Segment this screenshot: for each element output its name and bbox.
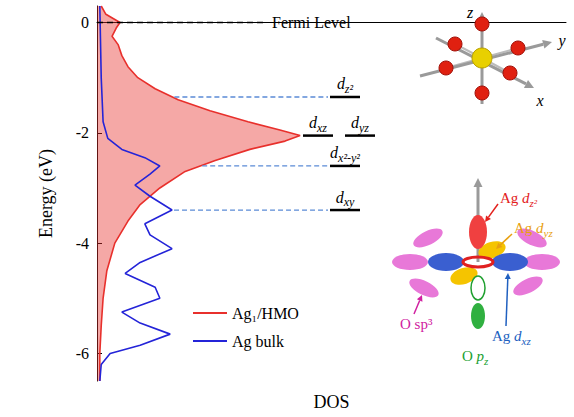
svg-text:Ag₁/HMO: Ag₁/HMO <box>232 305 299 323</box>
svg-text:Ag: Ag <box>500 190 522 206</box>
svg-text:x: x <box>535 92 543 109</box>
svg-text:yz: yz <box>358 121 369 135</box>
svg-text:Fermi Level: Fermi Level <box>272 14 351 31</box>
svg-text:xz: xz <box>316 121 327 135</box>
svg-text:0: 0 <box>81 14 89 31</box>
svg-text:O: O <box>400 316 415 332</box>
svg-text:xz: xz <box>521 335 532 347</box>
svg-text:d: d <box>330 144 339 162</box>
svg-text:z: z <box>483 355 489 367</box>
svg-text:d: d <box>522 190 530 206</box>
svg-text:xy: xy <box>343 195 355 209</box>
svg-text:z: z <box>466 4 474 21</box>
svg-text:z²: z² <box>344 82 354 96</box>
svg-text:Ag: Ag <box>514 220 536 236</box>
svg-text:-4: -4 <box>76 235 89 252</box>
svg-text:d: d <box>309 114 317 132</box>
svg-text:d: d <box>336 75 345 93</box>
svg-text:Ag bulk: Ag bulk <box>232 333 284 351</box>
svg-text:z²: z² <box>529 197 538 209</box>
svg-text:d: d <box>536 220 544 236</box>
svg-text:d: d <box>514 328 522 344</box>
svg-text:Ag: Ag <box>492 328 514 344</box>
svg-text:-6: -6 <box>76 345 89 362</box>
svg-text:sp³: sp³ <box>415 316 433 332</box>
svg-text:d: d <box>351 114 359 132</box>
svg-text:y: y <box>556 32 566 50</box>
svg-text:p: p <box>476 348 485 364</box>
svg-text:Energy (eV): Energy (eV) <box>36 149 57 238</box>
svg-text:O: O <box>462 348 477 364</box>
svg-text:x²-y²: x²-y² <box>337 151 360 165</box>
svg-text:d: d <box>335 188 344 206</box>
svg-text:yz: yz <box>543 227 554 239</box>
svg-text:-2: -2 <box>76 124 89 141</box>
svg-text:DOS: DOS <box>313 392 349 412</box>
